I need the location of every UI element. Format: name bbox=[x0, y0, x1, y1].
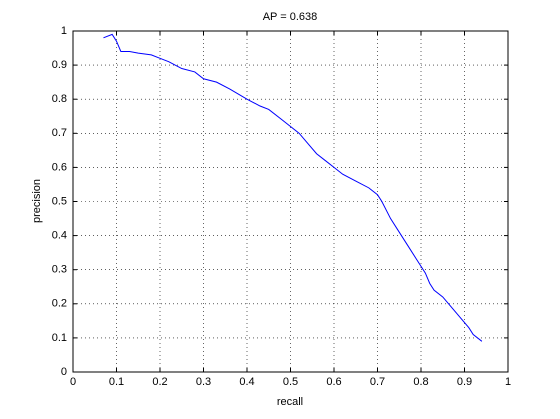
x-tick-label: 0 bbox=[70, 376, 76, 388]
chart-title: AP = 0.638 bbox=[263, 11, 318, 23]
y-tick-label: 0.7 bbox=[52, 127, 67, 139]
x-tick-label: 0.5 bbox=[283, 376, 298, 388]
y-tick-label: 0.4 bbox=[52, 230, 67, 242]
x-tick-label: 0.7 bbox=[370, 376, 385, 388]
line-series bbox=[103, 33, 483, 342]
y-tick-label: 0.6 bbox=[52, 161, 67, 173]
y-axis-label: precision bbox=[31, 179, 43, 223]
x-tick-label: 0.2 bbox=[152, 376, 167, 388]
x-tick-label: 0.8 bbox=[413, 376, 428, 388]
y-tick-label: 0.9 bbox=[52, 59, 67, 71]
y-tick-label: 0.3 bbox=[52, 264, 67, 276]
y-tick-label: 0.2 bbox=[52, 298, 67, 310]
x-tick-label: 1 bbox=[505, 376, 511, 388]
y-tick-label: 1 bbox=[61, 25, 67, 37]
x-tick-label: 0.3 bbox=[196, 376, 211, 388]
y-tick-label: 0.5 bbox=[52, 195, 67, 207]
x-tick-label: 0.4 bbox=[239, 376, 254, 388]
y-tick-label: 0 bbox=[61, 366, 67, 378]
y-tick-label: 0.8 bbox=[52, 93, 67, 105]
x-axis-label: recall bbox=[277, 396, 303, 408]
x-tick-label: 0.6 bbox=[326, 376, 341, 388]
plot-area bbox=[73, 31, 508, 372]
x-tick-label: 0.9 bbox=[457, 376, 472, 388]
x-tick-label: 0.1 bbox=[109, 376, 124, 388]
y-tick-label: 0.1 bbox=[52, 332, 67, 344]
plot-frame bbox=[72, 30, 509, 373]
